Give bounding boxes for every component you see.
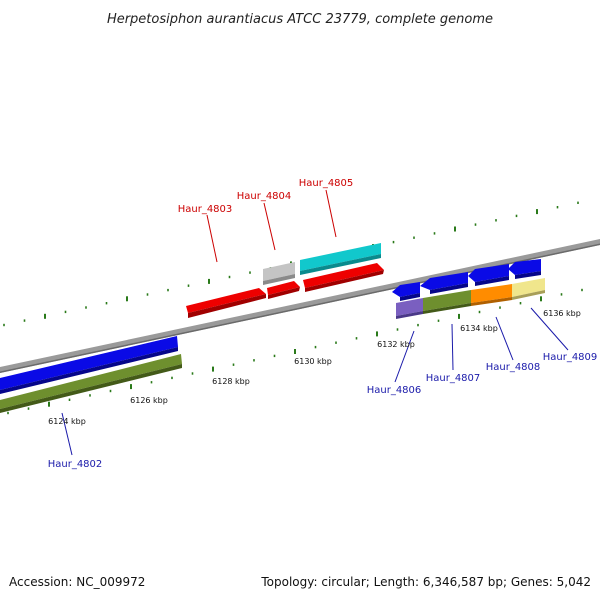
tick-label-6132: 6132 kbp: [377, 340, 415, 349]
feature-haur-4804-red[interactable]: [267, 281, 300, 299]
tick-label-6130: 6130 kbp: [294, 357, 332, 366]
accession-text: Accession: NC_009972: [9, 575, 145, 589]
inner-tick-row: [7, 288, 583, 415]
map-title: Herpetosiphon aurantiacus ATCC 23779, co…: [107, 12, 493, 27]
gene-label-haur-4808[interactable]: Haur_4808: [486, 362, 541, 373]
feature-haur-4802[interactable]: [0, 336, 182, 413]
genome-summary-text: Topology: circular; Length: 6,346,587 bp…: [260, 575, 591, 589]
gene-label-haur-4809[interactable]: Haur_4809: [543, 352, 598, 363]
gene-label-haur-4802[interactable]: Haur_4802: [48, 459, 103, 470]
leader-lines: [61, 189, 569, 456]
feature-haur-4803[interactable]: [186, 288, 266, 318]
feature-haur-4808[interactable]: [468, 264, 512, 306]
gene-label-haur-4804[interactable]: Haur_4804: [237, 191, 292, 202]
tick-label-6124: 6124 kbp: [48, 417, 86, 426]
tick-label-6128: 6128 kbp: [212, 377, 250, 386]
tick-label-6136: 6136 kbp: [543, 309, 581, 318]
gene-label-haur-4803[interactable]: Haur_4803: [178, 204, 233, 215]
feature-haur-4807[interactable]: [420, 272, 471, 314]
feature-haur-4805-red[interactable]: [303, 263, 384, 292]
gene-label-haur-4805[interactable]: Haur_4805: [299, 178, 354, 189]
feature-haur-4805[interactable]: [300, 243, 381, 275]
feature-haur-4809[interactable]: [508, 259, 545, 300]
gene-label-haur-4807[interactable]: Haur_4807: [426, 373, 481, 384]
feature-haur-4806[interactable]: [392, 282, 423, 319]
tick-label-6134: 6134 kbp: [460, 324, 498, 333]
feature-haur-4804[interactable]: [263, 262, 295, 285]
gene-label-haur-4806[interactable]: Haur_4806: [367, 385, 422, 396]
tick-label-6126: 6126 kbp: [130, 396, 168, 405]
